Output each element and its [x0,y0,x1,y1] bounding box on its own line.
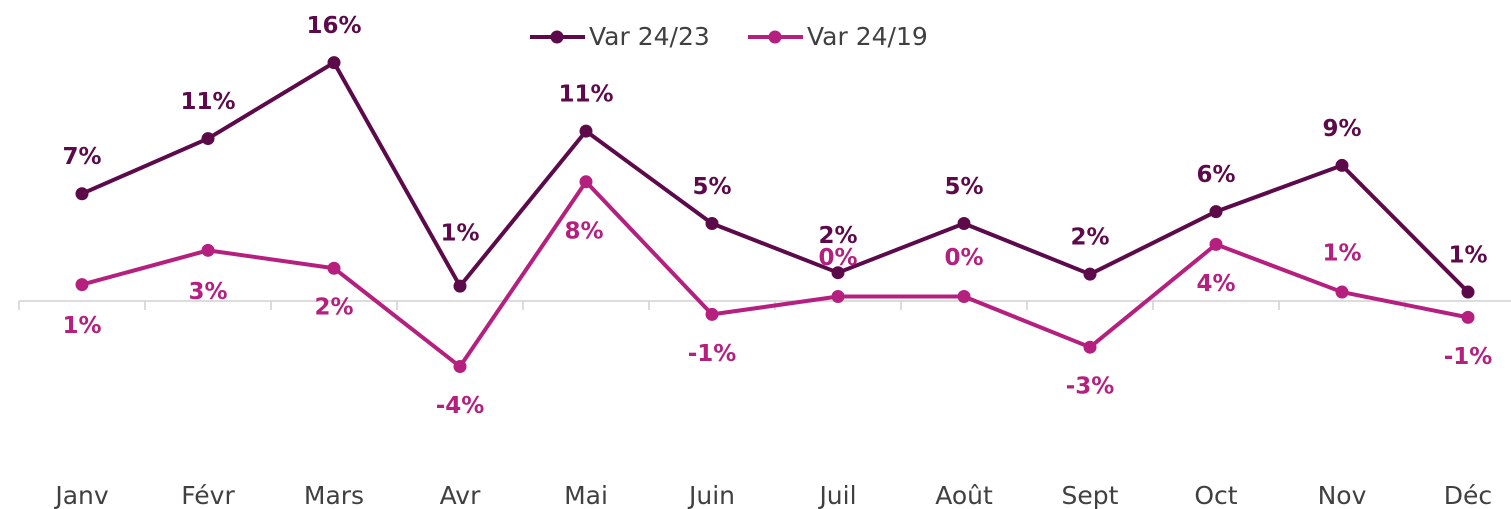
data-label: -1% [1444,344,1493,370]
data-label: 11% [558,82,613,108]
point [579,124,593,138]
data-label: -3% [1066,374,1115,400]
x-tick-label: Sept [1062,481,1119,509]
data-label: 1% [440,221,479,247]
series-line [81,179,1469,369]
x-tick-label: Oct [1194,481,1237,509]
series-line [81,60,1470,294]
data-label: 4% [1196,271,1235,297]
data-label: 11% [180,89,235,115]
point [957,217,971,231]
x-tick-label: Mars [304,481,364,509]
point [1461,285,1475,299]
x-tick-label: Févr [181,481,235,509]
data-label: 0% [818,245,857,271]
point [1461,310,1475,324]
point [327,56,341,70]
data-label: 2% [818,223,857,249]
data-label: 16% [306,13,361,39]
data-label: 2% [314,295,353,321]
data-label: 7% [62,144,101,170]
point [327,261,341,275]
point [1335,285,1349,299]
point [1209,237,1223,251]
data-label: 6% [1196,162,1235,188]
data-label: 9% [1322,116,1361,142]
point [1083,340,1097,354]
data-label: 8% [564,218,603,244]
legend-label: Var 24/23 [589,22,710,51]
point [1209,205,1223,219]
x-tick-label: Nov [1318,481,1367,509]
x-tick-label: Août [935,481,993,509]
point [201,243,215,257]
data-label: 1% [1448,243,1487,269]
x-tick-label: Déc [1444,481,1492,509]
point [705,217,719,231]
data-label: 2% [1070,225,1109,251]
data-label: 5% [944,174,983,200]
data-label: -4% [436,393,485,419]
point [1335,158,1349,172]
data-label: -1% [688,341,737,367]
point [957,290,971,304]
point [75,278,89,292]
point [831,266,845,280]
point [453,360,467,374]
point [201,132,215,146]
legend-marker [768,30,782,44]
data-label: 1% [1322,241,1361,267]
point [1083,267,1097,281]
point [705,307,719,321]
legend-label: Var 24/19 [807,22,928,51]
x-tick-label: Janv [53,481,109,509]
data-label: 3% [188,279,227,305]
x-tick-label: Avr [440,481,481,509]
data-label: 0% [944,245,983,271]
x-tick-label: Juil [817,481,856,509]
x-tick-label: Mai [564,481,608,509]
data-label: 5% [692,174,731,200]
x-tick-label: Juin [687,481,735,509]
legend-marker [550,30,564,44]
point [579,175,593,189]
point [75,187,89,201]
data-label: 1% [62,313,101,339]
point [831,290,845,304]
point [453,279,467,293]
